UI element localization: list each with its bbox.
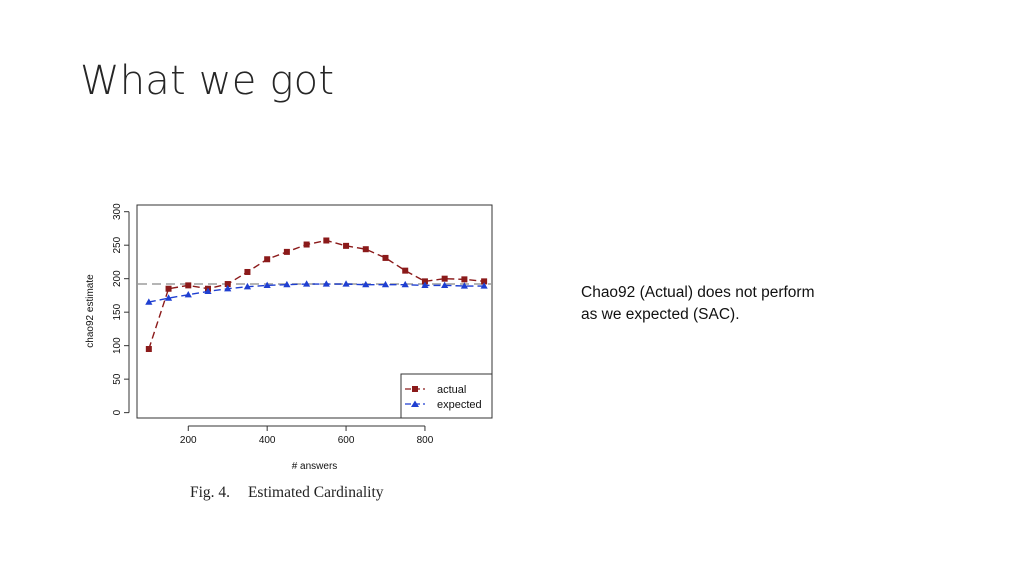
point-expected	[204, 287, 212, 295]
figure-caption-text: Estimated Cardinality	[247, 484, 384, 501]
y-tick-label: 100	[112, 337, 123, 354]
point-actual	[185, 282, 192, 289]
x-tick-label: 200	[180, 435, 197, 446]
point-actual	[244, 268, 251, 275]
x-tick-label: 800	[417, 435, 434, 446]
point-actual	[481, 278, 488, 285]
point-actual	[461, 276, 468, 283]
point-actual	[145, 346, 152, 353]
point-actual	[382, 254, 389, 261]
x-axis: 200 400 600 800	[180, 425, 434, 446]
note-text: Chao92 (Actual) does not perform as we e…	[581, 282, 881, 326]
legend-actual-label: actual	[437, 384, 466, 396]
point-expected	[303, 280, 311, 287]
point-expected	[362, 280, 370, 288]
point-expected	[480, 282, 488, 289]
point-actual	[323, 237, 330, 244]
point-expected	[263, 281, 271, 288]
y-tick-label: 0	[112, 409, 123, 415]
point-actual	[441, 275, 448, 282]
y-tick-label: 250	[112, 236, 123, 253]
legend-expected-label: expected	[437, 399, 482, 411]
point-actual	[303, 241, 310, 248]
point-expected	[283, 280, 291, 288]
point-actual	[165, 285, 172, 292]
slide-title: What we got	[80, 58, 335, 104]
y-tick-label: 300	[112, 203, 123, 220]
point-expected	[381, 280, 390, 288]
x-tick-label: 600	[338, 435, 355, 446]
point-expected	[460, 282, 468, 289]
plot-frame	[136, 204, 493, 419]
legend: actual expected	[400, 373, 493, 419]
figure-number: Fig. 4.	[190, 484, 231, 501]
point-actual	[421, 278, 428, 285]
point-actual	[402, 267, 409, 274]
series-line-actual	[148, 239, 485, 350]
point-expected	[322, 280, 330, 287]
legend-box	[400, 373, 493, 419]
legend-actual-marker	[412, 386, 418, 392]
y-tick-label: 50	[112, 373, 123, 385]
estimated-cardinality-chart: 0 50 100 150 200 250 300 200 400 600 800 chao92 e…	[85, 203, 493, 472]
point-actual	[362, 246, 369, 253]
point-expected	[441, 281, 449, 288]
point-actual	[343, 242, 350, 249]
point-expected	[184, 290, 192, 298]
point-expected	[164, 294, 173, 301]
point-actual	[224, 281, 231, 288]
legend-expected-marker	[411, 400, 419, 407]
point-expected	[421, 281, 429, 288]
point-expected	[243, 282, 252, 290]
series-line-expected	[148, 283, 485, 303]
x-tick-label: 400	[259, 435, 276, 446]
point-expected	[342, 280, 350, 287]
point-expected	[145, 298, 153, 305]
y-axis-label: chao92 estimate	[85, 274, 96, 348]
y-axis: 0 50 100 150 200 250 300	[112, 203, 130, 415]
point-actual	[283, 248, 290, 255]
point-expected	[401, 280, 409, 288]
figure-caption: Fig. 4. Estimated Cardinality	[190, 484, 384, 502]
x-axis-label: # answers	[292, 461, 338, 472]
point-actual	[264, 256, 271, 263]
note-line: Chao92 (Actual) does not perform	[581, 284, 815, 301]
y-tick-label: 200	[112, 270, 123, 287]
note-line: as we expected (SAC).	[581, 306, 740, 323]
y-tick-label: 150	[112, 303, 123, 320]
point-expected	[224, 284, 232, 292]
series-layer	[145, 237, 488, 353]
